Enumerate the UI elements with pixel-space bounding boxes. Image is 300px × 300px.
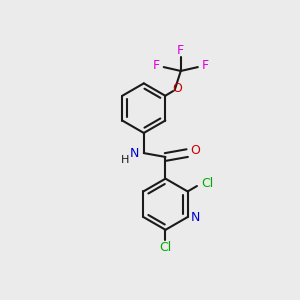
Text: Cl: Cl: [201, 177, 213, 190]
Text: F: F: [202, 59, 209, 72]
Text: F: F: [152, 59, 160, 72]
Text: N: N: [130, 147, 139, 160]
Text: F: F: [177, 44, 184, 57]
Text: O: O: [190, 144, 200, 157]
Text: Cl: Cl: [159, 241, 172, 254]
Text: O: O: [172, 82, 182, 94]
Text: H: H: [121, 155, 129, 165]
Text: N: N: [191, 211, 200, 224]
